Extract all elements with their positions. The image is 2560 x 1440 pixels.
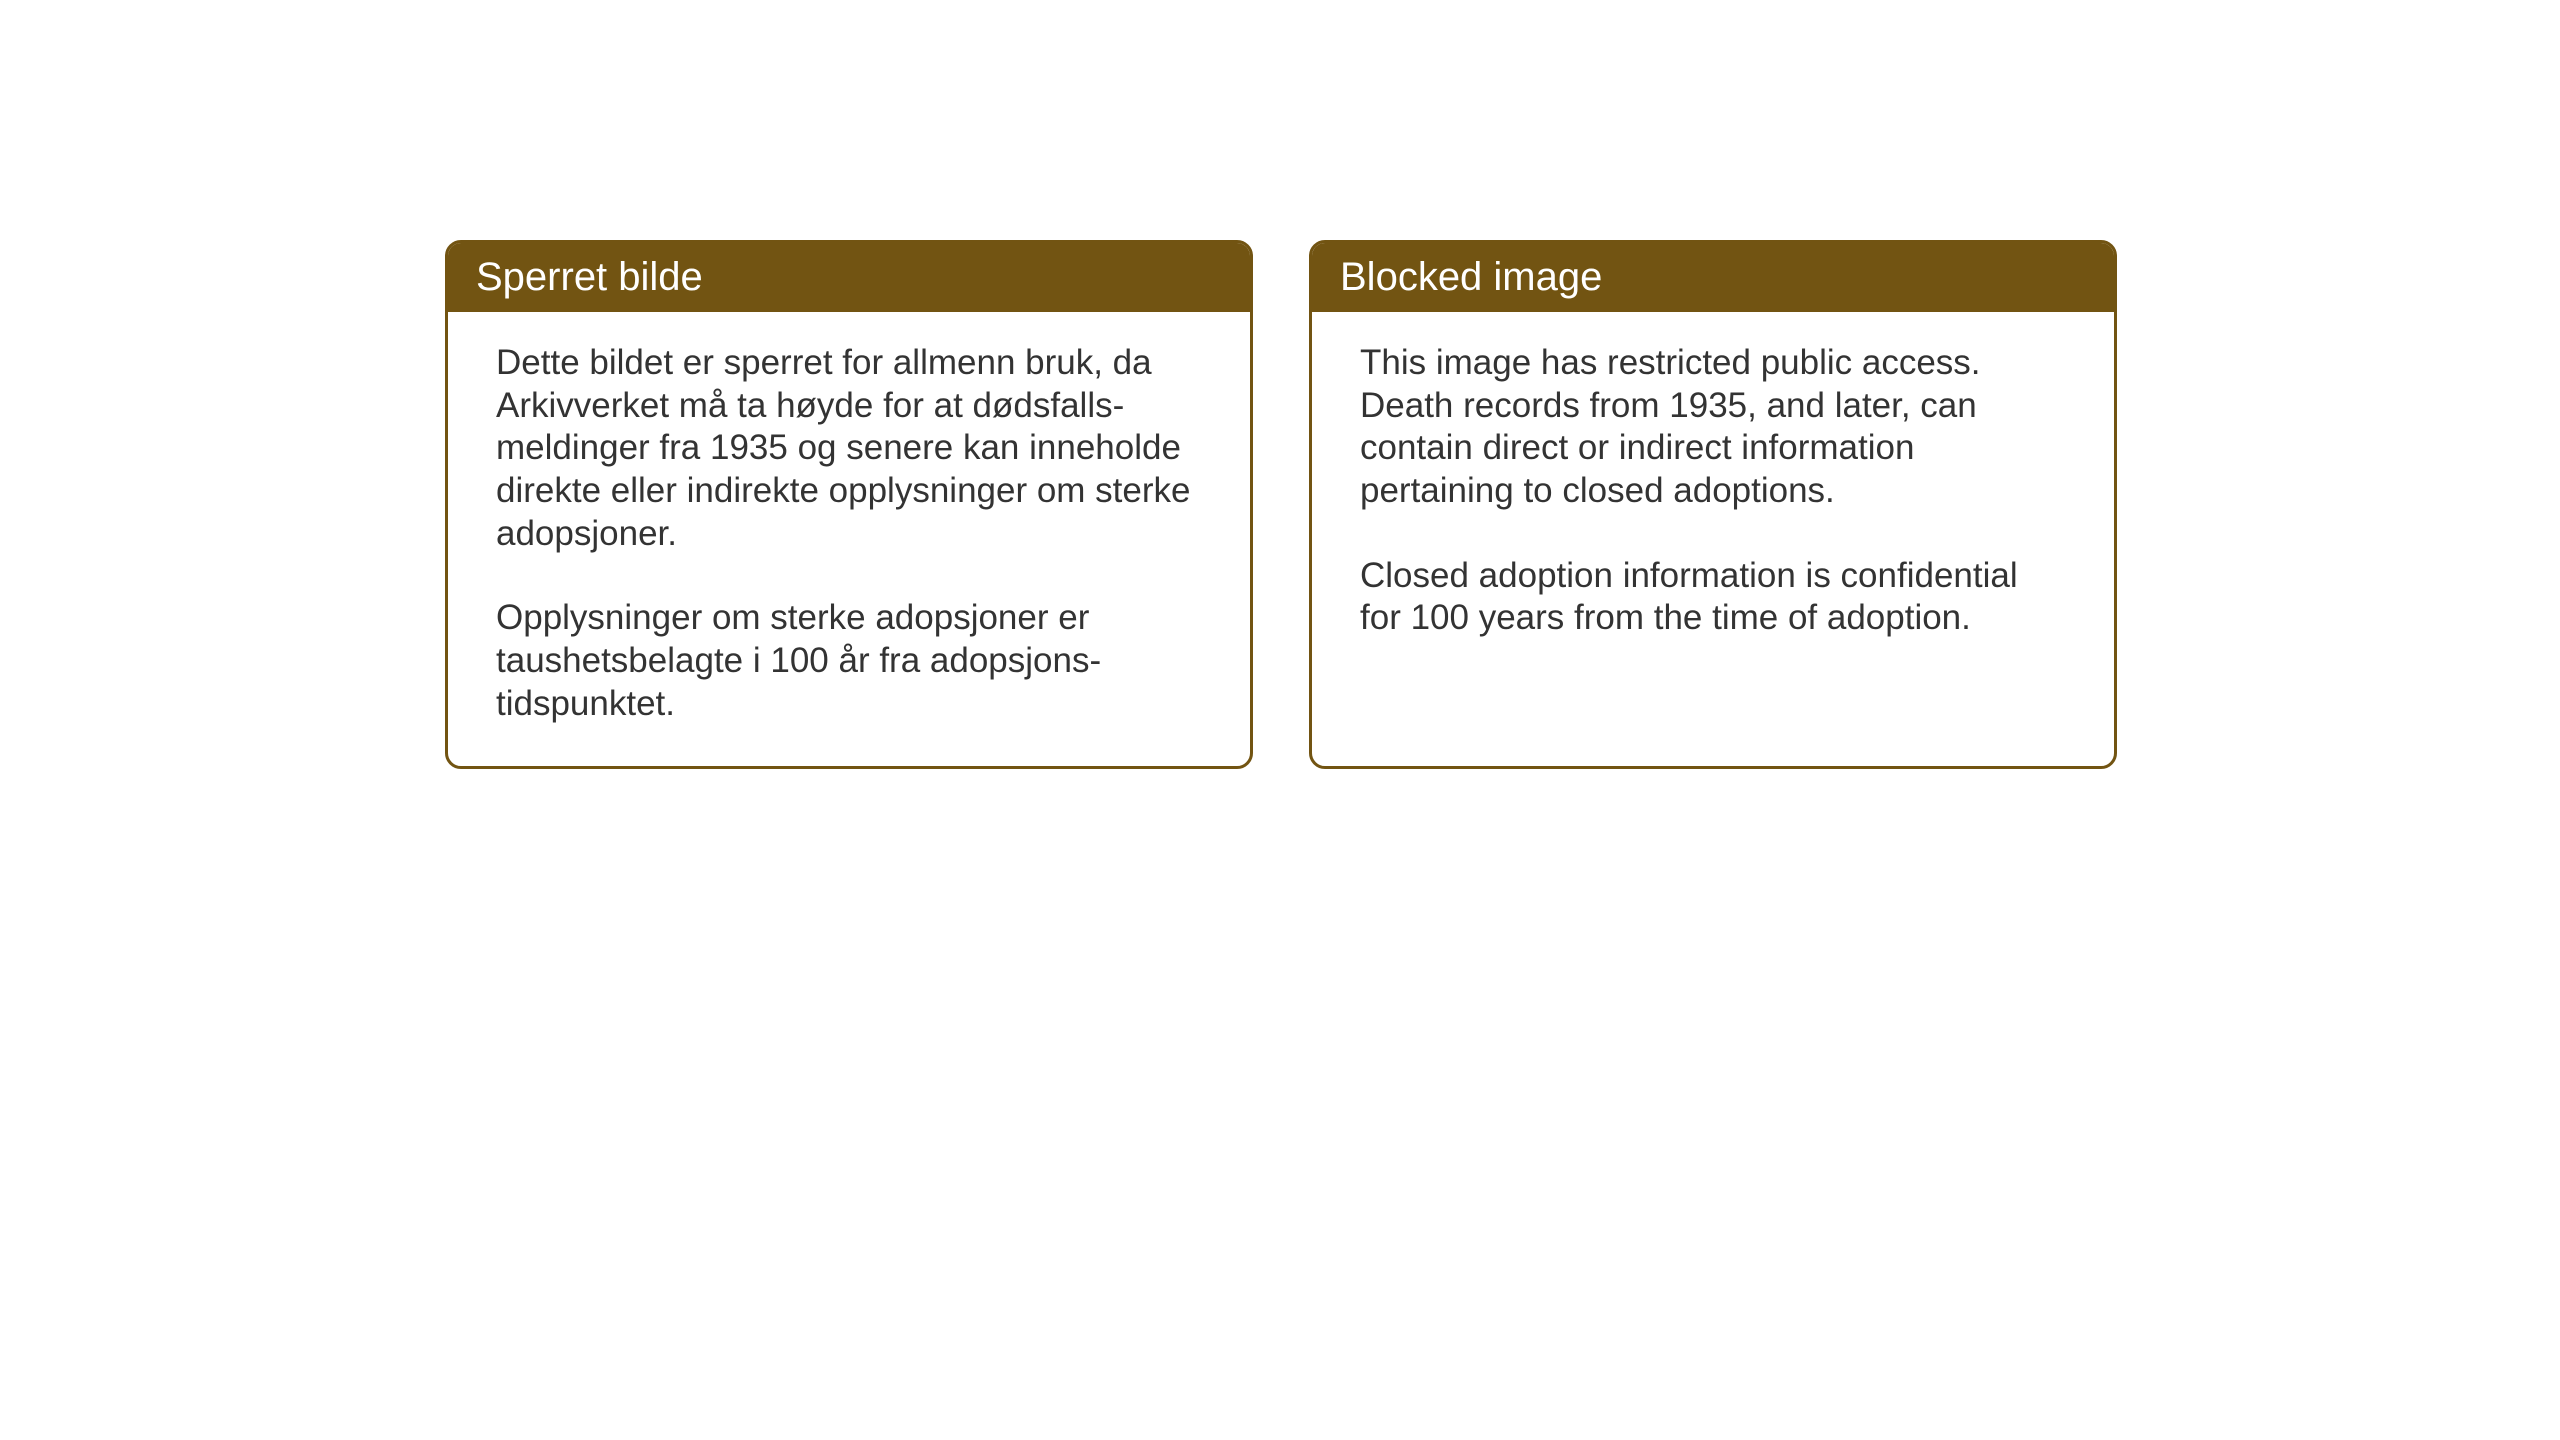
norwegian-notice-title: Sperret bilde <box>448 243 1250 312</box>
english-paragraph-2: Closed adoption information is confident… <box>1360 555 2066 640</box>
notice-container: Sperret bilde Dette bildet er sperret fo… <box>445 240 2117 769</box>
english-notice-title: Blocked image <box>1312 243 2114 312</box>
norwegian-notice-box: Sperret bilde Dette bildet er sperret fo… <box>445 240 1253 769</box>
norwegian-paragraph-2: Opplysninger om sterke adopsjoner er tau… <box>496 597 1202 725</box>
norwegian-paragraph-1: Dette bildet er sperret for allmenn bruk… <box>496 342 1202 555</box>
english-paragraph-1: This image has restricted public access.… <box>1360 342 2066 513</box>
english-notice-box: Blocked image This image has restricted … <box>1309 240 2117 769</box>
norwegian-notice-body: Dette bildet er sperret for allmenn bruk… <box>448 312 1250 766</box>
english-notice-body: This image has restricted public access.… <box>1312 312 2114 680</box>
